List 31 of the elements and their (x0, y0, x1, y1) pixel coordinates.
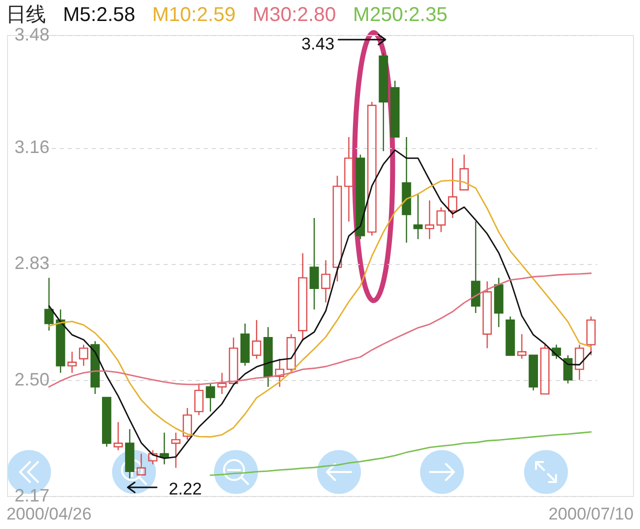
y-tick-label: 3.16 (14, 137, 50, 158)
chart-title: 日线 (6, 3, 46, 27)
annotation: 2.22 (168, 479, 202, 498)
line-series (48, 272, 592, 388)
candlestick (114, 422, 123, 451)
annotation: 3.43 (301, 34, 334, 54)
y-tick-label: 2.50 (14, 369, 50, 390)
candlestick (344, 136, 354, 222)
text: M30:2.80 (252, 3, 336, 27)
x-tick-label: 2000/07/10 (548, 504, 634, 524)
y-tick-label: 2.83 (14, 253, 50, 274)
candlestick (321, 260, 330, 304)
candlestick (310, 217, 319, 310)
candlestick (263, 326, 273, 388)
candlestick (160, 432, 169, 465)
y-tick-label: 3.48 (14, 24, 50, 44)
x-tick-label: 2000/04/26 (6, 504, 92, 524)
candlestick (413, 192, 423, 240)
candlestick (125, 428, 134, 480)
text: M250:2.35 (353, 3, 448, 27)
candlestick (494, 277, 504, 328)
candlestick (332, 175, 342, 282)
y-tick-label: 2.17 (14, 486, 50, 506)
candlestick (471, 220, 480, 314)
candlestick (482, 280, 492, 349)
candlestick (298, 252, 308, 342)
text: M5:2.58 (63, 3, 136, 27)
candlestick (402, 136, 412, 244)
candlestick (517, 334, 526, 360)
text: M10:2.59 (152, 3, 236, 27)
candlestick (424, 200, 434, 240)
